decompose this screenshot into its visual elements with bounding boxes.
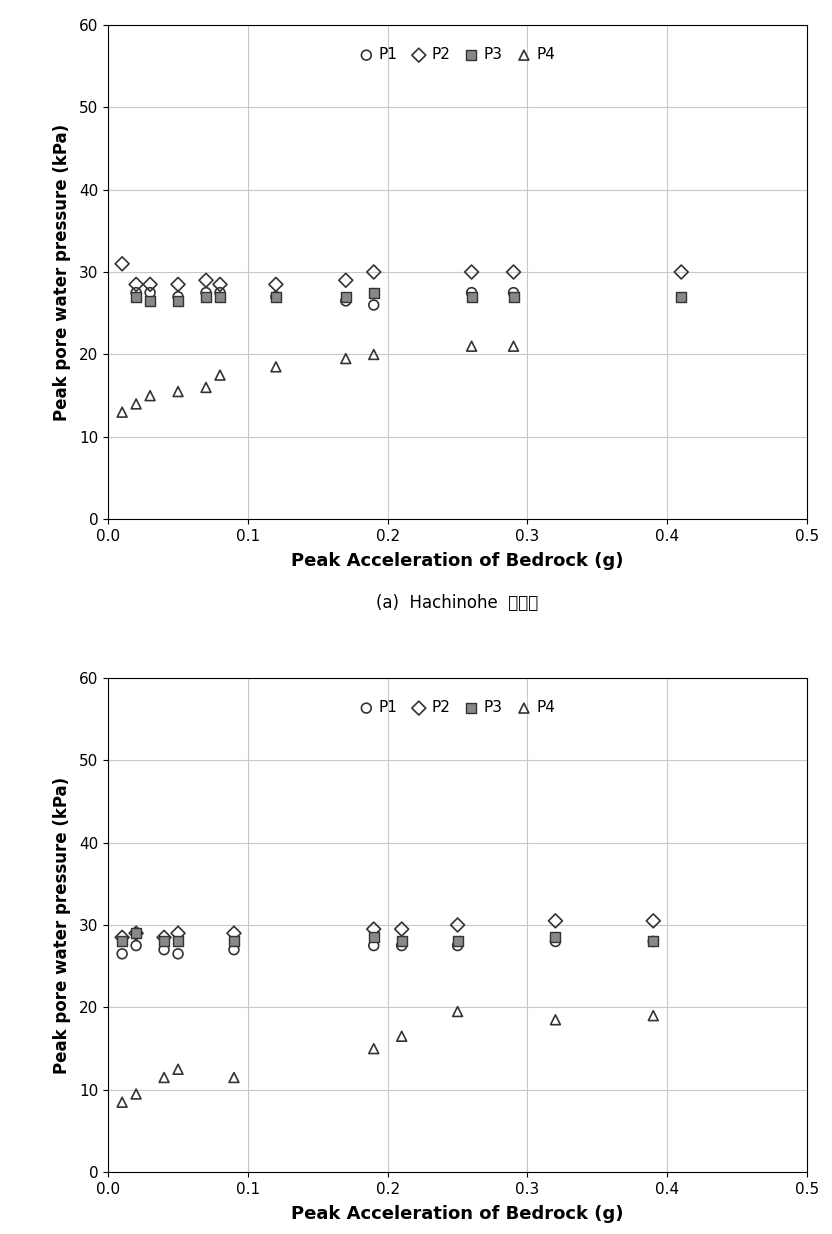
Point [549, 911, 562, 930]
Point [171, 944, 185, 964]
Point [451, 1002, 464, 1022]
Point [227, 1067, 240, 1087]
Point [395, 919, 409, 939]
Point [507, 262, 520, 281]
Point [227, 940, 240, 960]
Point [270, 286, 283, 306]
Point [143, 283, 156, 302]
Point [171, 932, 185, 951]
Point [451, 916, 464, 935]
X-axis label: Peak Acceleration of Bedrock (g): Peak Acceleration of Bedrock (g) [291, 553, 624, 570]
Point [171, 274, 185, 294]
Point [213, 286, 226, 306]
Y-axis label: Peak pore water pressure (kPa): Peak pore water pressure (kPa) [52, 776, 71, 1074]
Point [367, 262, 380, 281]
Point [367, 283, 380, 302]
Point [157, 928, 171, 948]
Point [116, 1092, 129, 1112]
Legend: P1, P2, P3, P4: P1, P2, P3, P4 [360, 700, 555, 716]
Point [367, 1039, 380, 1059]
Point [507, 283, 520, 302]
Point [116, 944, 129, 964]
Point [549, 928, 562, 948]
Point [465, 286, 478, 306]
Point [367, 928, 380, 948]
Point [171, 923, 185, 943]
Point [130, 286, 143, 306]
Point [367, 919, 380, 939]
Point [130, 274, 143, 294]
Point [116, 254, 129, 274]
Point [339, 349, 353, 369]
Point [171, 286, 185, 306]
Point [227, 932, 240, 951]
Point [549, 1009, 562, 1029]
Point [171, 1059, 185, 1079]
Point [213, 283, 226, 302]
Point [200, 283, 213, 302]
Point [646, 932, 660, 951]
Point [200, 286, 213, 306]
Point [213, 274, 226, 294]
Point [395, 1027, 409, 1046]
Point [646, 1006, 660, 1025]
Point [200, 270, 213, 290]
Point [367, 344, 380, 364]
Point [130, 283, 143, 302]
Point [130, 923, 143, 943]
Point [227, 923, 240, 943]
Point [143, 291, 156, 311]
Point [339, 291, 353, 311]
Point [213, 365, 226, 385]
Point [339, 286, 353, 306]
Point [157, 932, 171, 951]
Text: (a)  Hachinohe  지진파: (a) Hachinohe 지진파 [376, 594, 539, 612]
Point [451, 935, 464, 955]
Point [157, 940, 171, 960]
Point [465, 262, 478, 281]
Point [270, 286, 283, 306]
Point [116, 928, 129, 948]
Point [157, 1067, 171, 1087]
Point [116, 932, 129, 951]
Point [465, 283, 478, 302]
Point [549, 932, 562, 951]
Point [367, 295, 380, 315]
Point [116, 402, 129, 422]
Legend: P1, P2, P3, P4: P1, P2, P3, P4 [360, 47, 555, 62]
Point [646, 932, 660, 951]
Point [395, 935, 409, 955]
Point [200, 378, 213, 397]
Point [465, 337, 478, 357]
Point [130, 935, 143, 955]
Point [171, 381, 185, 401]
Point [646, 911, 660, 930]
Point [367, 935, 380, 955]
Point [143, 274, 156, 294]
Point [675, 262, 688, 281]
Point [130, 923, 143, 943]
Point [270, 357, 283, 376]
Point [675, 286, 688, 306]
Point [270, 274, 283, 294]
Point [507, 337, 520, 357]
Point [130, 394, 143, 413]
Point [507, 286, 520, 306]
Y-axis label: Peak pore water pressure (kPa): Peak pore water pressure (kPa) [52, 123, 71, 421]
Point [395, 932, 409, 951]
Point [130, 1085, 143, 1104]
Point [451, 932, 464, 951]
X-axis label: Peak Acceleration of Bedrock (g): Peak Acceleration of Bedrock (g) [291, 1206, 624, 1223]
Point [171, 291, 185, 311]
Point [339, 270, 353, 290]
Point [143, 386, 156, 406]
